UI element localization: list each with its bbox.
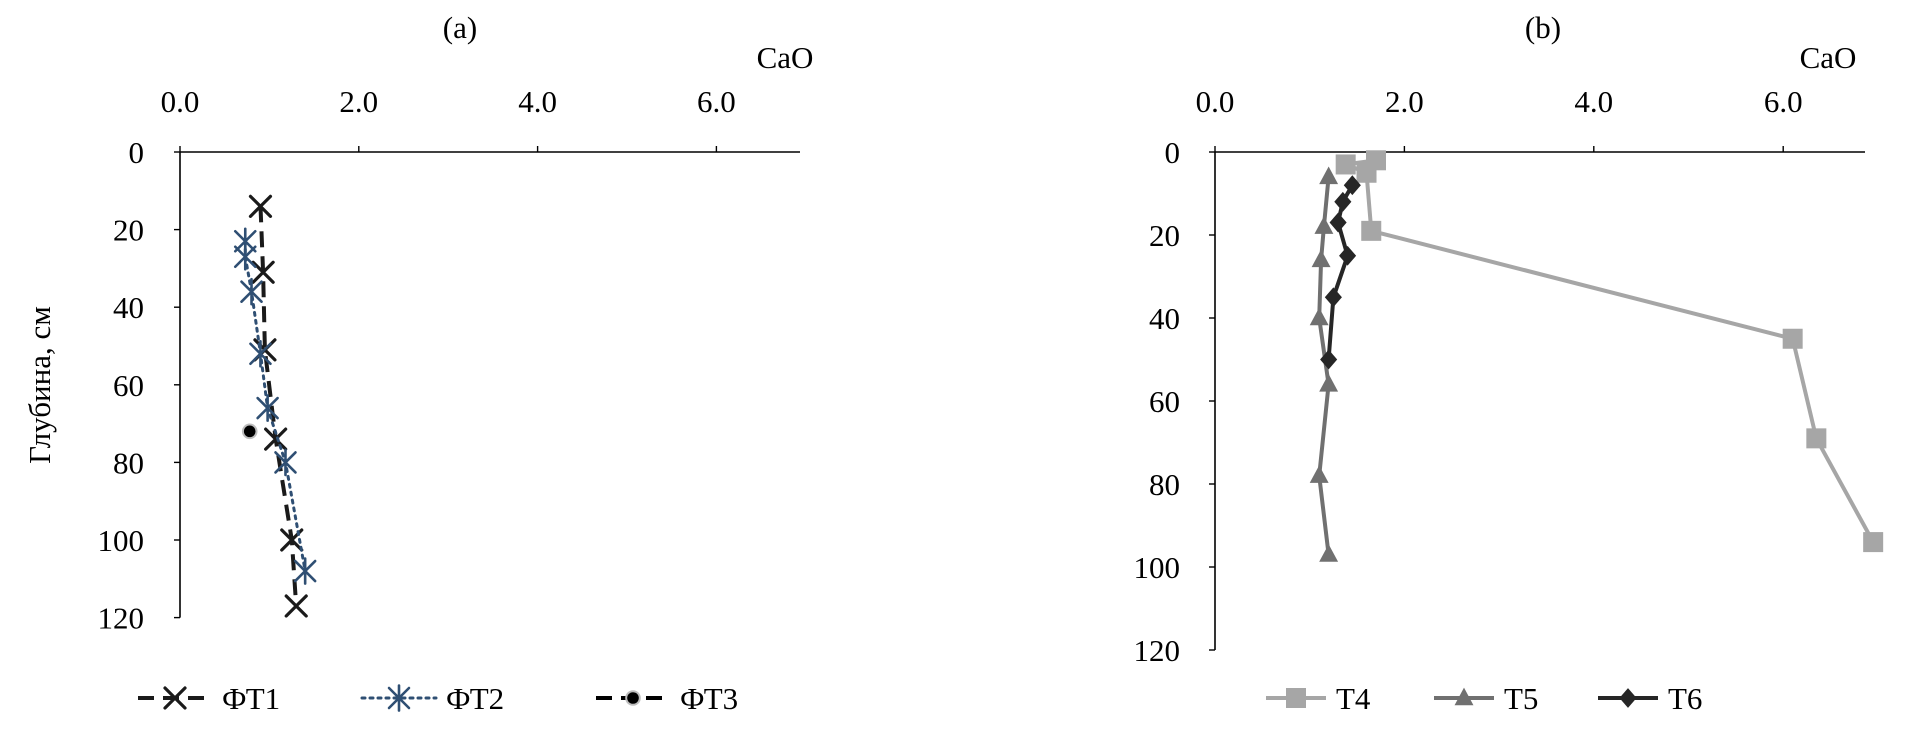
data-point (1335, 154, 1356, 175)
data-point (264, 427, 288, 451)
data-point (249, 339, 272, 368)
panel-label: (a) (443, 10, 477, 45)
y-tick-label: 120 (1134, 633, 1181, 668)
series-line (258, 206, 299, 607)
data-point (1314, 216, 1334, 234)
data-point (1343, 175, 1361, 196)
x-tick-label: 6.0 (697, 84, 736, 119)
data-point (1319, 544, 1339, 562)
data-point (1311, 249, 1331, 268)
y-tick-label: 20 (113, 213, 144, 248)
x-tick-label: 6.0 (1764, 84, 1803, 119)
y-tick-label: 0 (129, 135, 145, 170)
y-tick-label: 120 (98, 601, 145, 636)
data-point (1356, 162, 1377, 183)
data-point (1319, 166, 1339, 185)
legend-marker (163, 686, 187, 710)
data-point (251, 260, 275, 284)
data-point (1319, 374, 1339, 392)
x-tick-label: 4.0 (518, 84, 557, 119)
y-tick-label: 80 (113, 445, 144, 480)
data-point (1309, 307, 1329, 326)
series-ФТ3 (241, 423, 258, 440)
series-T4 (1335, 150, 1884, 553)
data-point (248, 194, 273, 218)
y-tick-label: 20 (1149, 218, 1180, 253)
y-tick-label: 100 (98, 523, 145, 558)
data-point (1339, 245, 1357, 266)
x-tick-label: 0.0 (1196, 84, 1235, 119)
data-point (256, 394, 279, 422)
panel-label: (b) (1525, 10, 1561, 45)
data-point (1329, 212, 1347, 233)
series-line (1326, 184, 1355, 360)
legend-item: T4 (1266, 681, 1371, 716)
legend-marker (1286, 688, 1306, 708)
data-point (293, 557, 317, 585)
legend-marker (625, 690, 641, 706)
legend-label: T5 (1504, 681, 1538, 716)
x-axis-label: CaO (757, 40, 814, 75)
x-tick-label: 2.0 (1385, 84, 1424, 119)
y-tick-label: 60 (113, 368, 144, 403)
legend-marker (1619, 688, 1637, 708)
y-axis-label: Глубина, см (22, 306, 57, 464)
data-point (1320, 349, 1338, 370)
legend-item: ФТ3 (596, 681, 738, 716)
series-T6 (1320, 175, 1361, 370)
series-line (1343, 158, 1875, 544)
chart-panel-a: (a) CaO 0.0 2.0 4.0 6.0 0 20 40 60 80 100 120 Глубина… (22, 10, 813, 716)
data-point (1309, 465, 1329, 483)
legend-label: ФТ1 (222, 681, 280, 716)
data-point (1334, 191, 1352, 212)
data-point (241, 423, 258, 440)
data-point (284, 594, 308, 618)
legend-marker (387, 684, 411, 712)
legend-label: ФТ3 (680, 681, 738, 716)
legend-label: T6 (1668, 681, 1702, 716)
legend-item: T6 (1598, 681, 1702, 716)
x-axis-label: CaO (1800, 40, 1857, 75)
legend-item: T5 (1434, 681, 1538, 716)
chart-panel-b: (b) CaO 0.0 2.0 4.0 6.0 0 20 40 60 80 100 120 T4 T5 T6 (1134, 10, 1884, 716)
x-tick-label: 2.0 (339, 84, 378, 119)
y-tick-label: 100 (1134, 550, 1181, 585)
legend-marker (1454, 687, 1474, 706)
y-tick-label: 0 (1165, 135, 1181, 170)
legend-label: T4 (1336, 681, 1371, 716)
series-ФТ2 (233, 227, 317, 585)
data-point (1782, 328, 1803, 349)
x-tick-label: 0.0 (161, 84, 200, 119)
y-tick-label: 40 (113, 290, 144, 325)
data-point (1863, 532, 1884, 553)
y-tick-label: 80 (1149, 467, 1180, 502)
series-ФТ1 (248, 194, 308, 618)
data-point (240, 277, 263, 306)
legend-item: ФТ1 (138, 681, 280, 716)
data-point (233, 242, 257, 271)
legend-item: ФТ2 (360, 681, 504, 716)
data-point (1806, 428, 1827, 449)
data-point (1324, 287, 1342, 308)
legend-label: ФТ2 (446, 681, 504, 716)
data-point (1361, 220, 1382, 241)
data-point (274, 448, 297, 477)
series-T5 (1309, 166, 1339, 562)
x-tick-label: 4.0 (1574, 84, 1613, 119)
y-tick-label: 40 (1149, 301, 1180, 336)
y-tick-label: 60 (1149, 384, 1180, 419)
